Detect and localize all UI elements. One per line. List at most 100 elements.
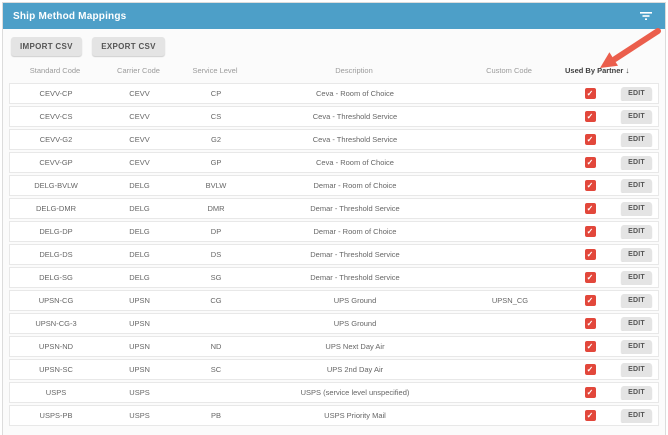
standard-code-cell: CEVV-G2 — [39, 135, 73, 144]
description-cell: Ceva - Threshold Service — [312, 112, 398, 121]
table-row: CEVV-G2 CEVV G2 Ceva - Threshold Service… — [9, 129, 659, 150]
used-by-partner-checkbox[interactable]: ✓ — [584, 295, 596, 306]
edit-button[interactable]: EDIT — [621, 408, 652, 423]
edit-button[interactable]: EDIT — [621, 247, 652, 262]
edit-button[interactable]: EDIT — [621, 86, 652, 101]
checkmark-icon: ✓ — [586, 111, 594, 121]
checkmark-icon: ✓ — [586, 249, 594, 259]
edit-button[interactable]: EDIT — [621, 109, 652, 124]
edit-button[interactable]: EDIT — [621, 385, 652, 400]
description-cell: UPS Ground — [333, 319, 377, 328]
edit-button[interactable]: EDIT — [621, 362, 652, 377]
service-level-cell: ND — [210, 342, 222, 351]
used-by-partner-checkbox[interactable]: ✓ — [584, 341, 596, 352]
checkmark-icon: ✓ — [586, 203, 594, 213]
import-csv-button[interactable]: IMPORT CSV — [11, 37, 82, 56]
service-level-cell: SG — [210, 273, 222, 282]
edit-button[interactable]: EDIT — [621, 270, 652, 285]
checkmark-icon: ✓ — [586, 226, 594, 236]
used-by-partner-checkbox[interactable]: ✓ — [584, 272, 596, 283]
checkmark-icon: ✓ — [586, 364, 594, 374]
carrier-code-cell: UPSN — [129, 296, 150, 305]
edit-button[interactable]: EDIT — [621, 178, 652, 193]
edit-button[interactable]: EDIT — [621, 132, 652, 147]
column-header-description[interactable]: Description — [335, 65, 373, 75]
column-header-custom-code[interactable]: Custom Code — [486, 65, 532, 75]
column-header-carrier-code[interactable]: Carrier Code — [117, 65, 160, 75]
service-level-cell: DMR — [207, 204, 225, 213]
used-by-partner-checkbox[interactable]: ✓ — [584, 134, 596, 145]
used-by-partner-checkbox[interactable]: ✓ — [584, 364, 596, 375]
table-row: DELG-DS DELG DS Demar - Threshold Servic… — [9, 244, 659, 265]
used-by-partner-checkbox[interactable]: ✓ — [584, 180, 596, 191]
column-header-used-by-partner[interactable]: Used By Partner ↓ — [564, 66, 659, 75]
standard-code-cell: USPS-PB — [39, 411, 73, 420]
checkmark-icon: ✓ — [586, 157, 594, 167]
column-header-service-level[interactable]: Service Level — [192, 65, 238, 75]
carrier-code-cell: UPSN — [129, 342, 150, 351]
carrier-code-cell: DELG — [129, 227, 150, 236]
page-title: Ship Method Mappings — [13, 10, 127, 22]
standard-code-cell: DELG-DMR — [35, 204, 76, 213]
column-header-standard-code[interactable]: Standard Code — [29, 65, 81, 75]
standard-code-cell: DELG-DS — [39, 250, 73, 259]
table-row: UPSN-CG UPSN CG UPS Ground UPSN_CG ✓ EDI… — [9, 290, 659, 311]
custom-code-cell: UPSN_CG — [491, 296, 529, 305]
table-row: DELG-DMR DELG DMR Demar - Threshold Serv… — [9, 198, 659, 219]
service-level-cell: BVLW — [205, 181, 227, 190]
edit-button[interactable]: EDIT — [621, 201, 652, 216]
used-by-partner-checkbox[interactable]: ✓ — [584, 249, 596, 260]
table-row: UPSN-ND UPSN ND UPS Next Day Air ✓ EDIT — [9, 336, 659, 357]
standard-code-cell: UPSN-CG — [38, 296, 74, 305]
service-level-cell: CS — [210, 112, 222, 121]
column-header-label: Used By Partner — [565, 65, 624, 75]
service-level-cell: CP — [210, 89, 222, 98]
carrier-code-cell: USPS — [129, 388, 150, 397]
checkmark-icon: ✓ — [586, 341, 594, 351]
service-level-cell: DP — [210, 227, 222, 236]
used-by-partner-checkbox[interactable]: ✓ — [584, 226, 596, 237]
used-by-partner-checkbox[interactable]: ✓ — [584, 203, 596, 214]
standard-code-cell: CEVV-CS — [39, 112, 73, 121]
toolbar: IMPORT CSV EXPORT CSV — [3, 29, 665, 60]
carrier-code-cell: DELG — [129, 204, 150, 213]
used-by-partner-checkbox[interactable]: ✓ — [584, 111, 596, 122]
description-cell: UPS 2nd Day Air — [326, 365, 384, 374]
description-cell: UPS Ground — [333, 296, 377, 305]
checkmark-icon: ✓ — [586, 318, 594, 328]
carrier-code-cell: DELG — [129, 273, 150, 282]
export-csv-button[interactable]: EXPORT CSV — [92, 37, 165, 56]
standard-code-cell: UPSN-CG-3 — [35, 319, 77, 328]
edit-button[interactable]: EDIT — [621, 339, 652, 354]
service-level-cell: CG — [210, 296, 222, 305]
used-by-partner-checkbox[interactable]: ✓ — [584, 318, 596, 329]
description-cell: UPS Next Day Air — [325, 342, 385, 351]
standard-code-cell: USPS — [45, 388, 67, 397]
carrier-code-cell: DELG — [129, 250, 150, 259]
standard-code-cell: DELG-BVLW — [34, 181, 78, 190]
table-header-row: Standard Code Carrier Code Service Level… — [9, 60, 659, 80]
carrier-code-cell: DELG — [129, 181, 150, 190]
carrier-code-cell: UPSN — [129, 319, 150, 328]
panel-title-bar: Ship Method Mappings — [3, 3, 665, 29]
edit-button[interactable]: EDIT — [621, 316, 652, 331]
filter-icon[interactable] — [637, 8, 655, 24]
edit-button[interactable]: EDIT — [621, 293, 652, 308]
edit-button[interactable]: EDIT — [621, 155, 652, 170]
used-by-partner-checkbox[interactable]: ✓ — [584, 157, 596, 168]
standard-code-cell: DELG-DP — [39, 227, 73, 236]
standard-code-cell: UPSN-SC — [39, 365, 73, 374]
service-level-cell: GP — [210, 158, 222, 167]
description-cell: Ceva - Room of Choice — [316, 158, 394, 167]
standard-code-cell: UPSN-ND — [38, 342, 74, 351]
table-row: USPS-PB USPS PB USPS Priority Mail ✓ EDI… — [9, 405, 659, 426]
description-cell: Demar - Threshold Service — [310, 273, 400, 282]
standard-code-cell: DELG-SG — [39, 273, 73, 282]
used-by-partner-checkbox[interactable]: ✓ — [584, 410, 596, 421]
used-by-partner-checkbox[interactable]: ✓ — [584, 88, 596, 99]
table-row: DELG-BVLW DELG BVLW Demar - Room of Choi… — [9, 175, 659, 196]
checkmark-icon: ✓ — [586, 410, 594, 420]
used-by-partner-checkbox[interactable]: ✓ — [584, 387, 596, 398]
table-row: CEVV-CS CEVV CS Ceva - Threshold Service… — [9, 106, 659, 127]
edit-button[interactable]: EDIT — [621, 224, 652, 239]
